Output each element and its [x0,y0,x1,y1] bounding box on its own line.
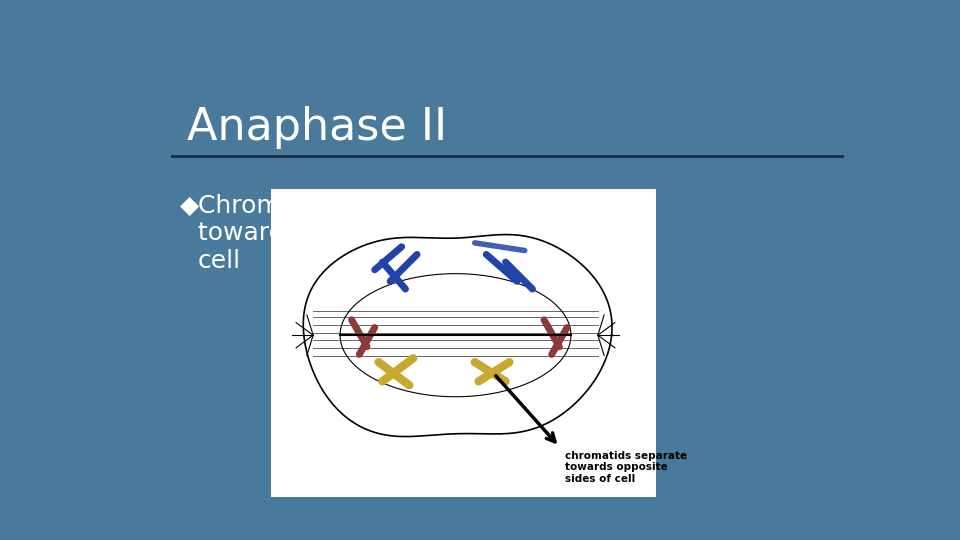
Text: chromatids separate
towards opposite
sides of cell: chromatids separate towards opposite sid… [565,450,687,484]
Text: Anaphase II: Anaphase II [187,106,447,150]
Text: ◆: ◆ [180,194,199,218]
Text: Chromatids separate
towards opposite ends of
cell: Chromatids separate towards opposite end… [198,194,514,273]
